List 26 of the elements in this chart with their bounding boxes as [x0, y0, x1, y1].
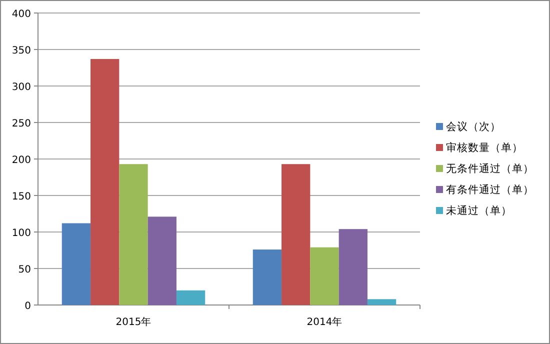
bar [338, 229, 368, 305]
bar [310, 247, 339, 305]
bar [90, 58, 120, 305]
legend-label: 未通过（单） [446, 204, 512, 217]
bar [148, 216, 176, 305]
y-tick-label: 150 [12, 192, 31, 202]
legend-label: 会议（次） [446, 120, 501, 133]
y-tick-label: 50 [18, 264, 31, 276]
legend-label: 有条件通过（单） [446, 183, 534, 196]
bar [282, 164, 310, 305]
bar [176, 290, 206, 305]
bar [252, 250, 282, 305]
x-tick-label: 2015年 [116, 316, 152, 328]
y-tick-label: 300 [12, 82, 31, 93]
legend-label: 审核数量（单） [446, 141, 523, 154]
x-tick-label: 2014年 [306, 316, 342, 328]
bar [62, 223, 91, 305]
y-tick-label: 350 [12, 46, 31, 56]
legend-label: 无条件通过（单） [446, 162, 534, 175]
bar [119, 164, 148, 305]
y-tick-label: 250 [12, 118, 31, 130]
y-tick-label: 200 [12, 155, 31, 166]
y-tick-label: 100 [12, 228, 31, 239]
y-tick-label: 400 [12, 9, 31, 20]
y-tick-label: 0 [24, 301, 31, 312]
bar [367, 299, 396, 305]
